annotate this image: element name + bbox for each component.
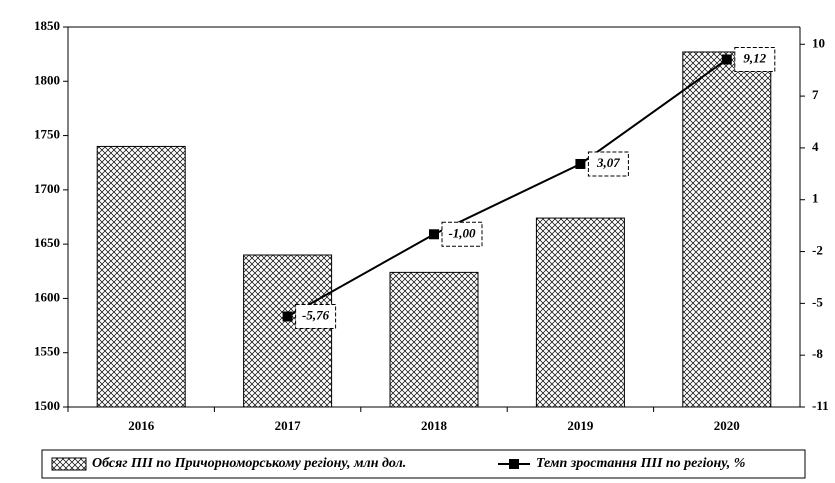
y2-tick-label: -8 <box>812 346 823 361</box>
y2-tick-label: -11 <box>812 398 829 413</box>
y2-tick-label: -2 <box>812 243 823 258</box>
bar <box>682 51 772 408</box>
value-label-box <box>587 151 629 177</box>
y2-tick-label: 7 <box>812 87 819 102</box>
y-tick-label: 1850 <box>34 18 60 33</box>
y2-tick-label: 1 <box>812 191 819 206</box>
y-tick-label: 1550 <box>34 344 60 359</box>
x-tick-label: 2017 <box>275 418 302 433</box>
marker <box>282 311 293 322</box>
y2-tick-label: 4 <box>812 139 819 154</box>
value-label: -5,76 <box>302 307 330 322</box>
y-tick-label: 1750 <box>34 127 60 142</box>
value-label: -1,00 <box>448 225 476 240</box>
legend-swatch <box>51 457 87 471</box>
legend-label: Темп зростання ПІІ по регіону, % <box>536 456 745 471</box>
x-tick-label: 2019 <box>567 418 594 433</box>
value-label-box <box>295 303 337 329</box>
bar <box>389 271 479 408</box>
y-tick-label: 1650 <box>34 235 60 250</box>
y-tick-label: 1500 <box>34 398 60 413</box>
value-label-box <box>734 46 776 72</box>
legend-label: Обсяг ПІІ по Причорноморському регіону, … <box>92 456 406 471</box>
legend-box <box>41 449 806 479</box>
y2-tick-label: 10 <box>812 35 825 50</box>
y-tick-label: 1600 <box>34 289 60 304</box>
marker <box>429 229 439 240</box>
y-tick-label: 1800 <box>34 72 60 87</box>
x-tick-label: 2018 <box>421 418 448 433</box>
x-tick-label: 2016 <box>128 418 155 433</box>
legend-marker <box>509 459 519 469</box>
y-tick-label: 1700 <box>34 181 60 196</box>
line <box>287 58 728 318</box>
bar <box>243 254 333 408</box>
value-label: 9,12 <box>743 50 766 65</box>
marker <box>721 54 732 65</box>
bar <box>535 217 625 408</box>
y2-tick-label: -5 <box>812 294 823 309</box>
bar <box>96 145 186 408</box>
x-tick-label: 2020 <box>714 418 740 433</box>
marker <box>575 158 586 169</box>
value-label: 3,07 <box>596 155 620 170</box>
value-label-box <box>441 221 483 247</box>
